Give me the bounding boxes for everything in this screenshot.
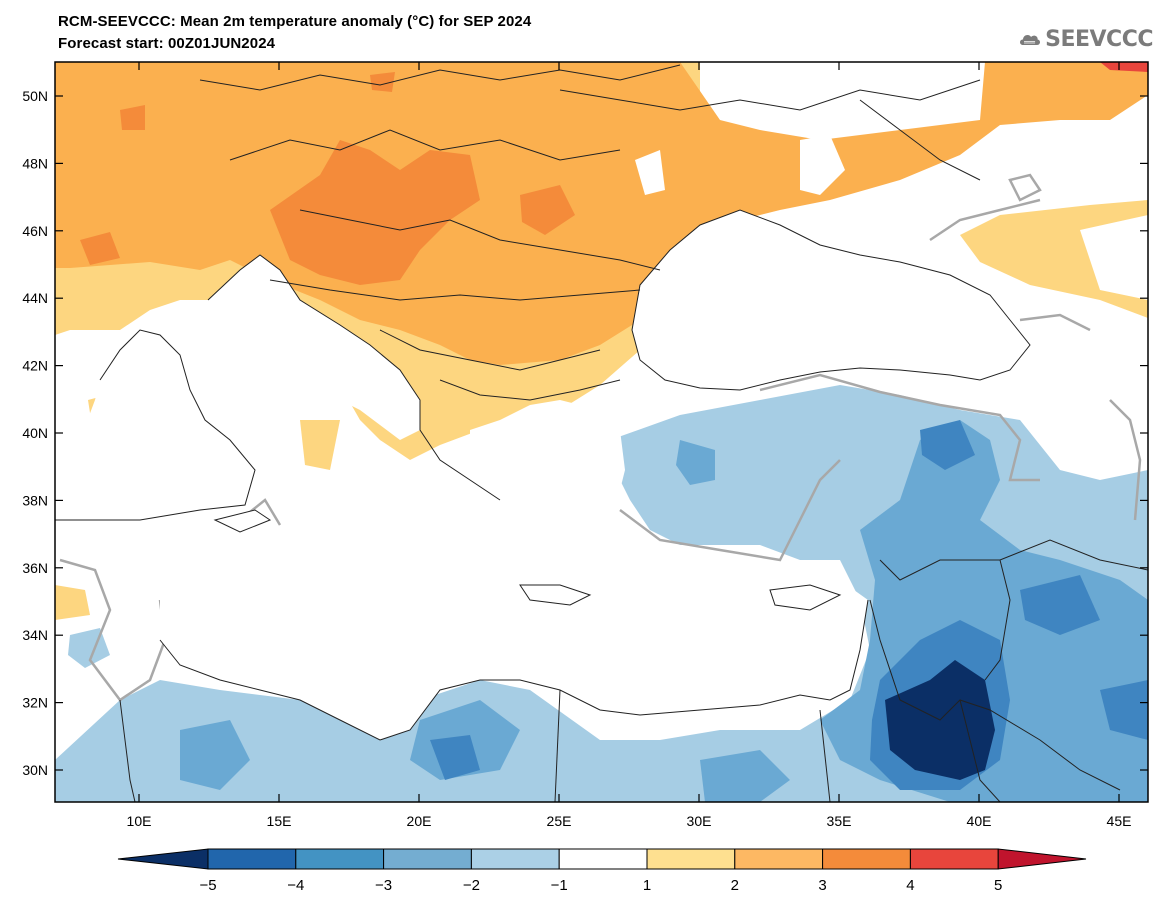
anomaly-field <box>55 62 1148 802</box>
lat-tick-label: 42N <box>22 358 48 374</box>
colorbar-label: −2 <box>463 877 480 894</box>
warm-4-5-ne <box>1100 62 1148 72</box>
white-patch-ukraine <box>800 135 845 195</box>
cool-3-4-jordan-east <box>1100 680 1148 740</box>
colorbar-extend-low <box>117 848 209 870</box>
cloud-icon <box>1020 35 1041 46</box>
longitude-axis: 10E 15E 20E 25E 30E 35E 40E 45E <box>127 62 1132 829</box>
colorbar-label: 2 <box>731 877 739 894</box>
adriatic-sea <box>208 255 420 440</box>
colorbar-swatch <box>383 848 472 870</box>
black-sea <box>632 210 1030 390</box>
aegean-sea <box>470 400 630 560</box>
warm-1-2-tunisia <box>55 585 90 620</box>
colorbar-label: 1 <box>643 877 651 894</box>
colorbar-swatch <box>470 848 560 870</box>
colorbar-label: 5 <box>994 877 1002 894</box>
lat-tick-label: 34N <box>22 627 48 643</box>
lon-tick-label: 35E <box>827 813 852 829</box>
lat-tick-label: 36N <box>22 560 48 576</box>
colorbar-swatch <box>909 848 999 870</box>
lon-tick-label: 20E <box>407 813 432 829</box>
sea-of-azov <box>830 200 900 240</box>
lon-tick-label: 25E <box>547 813 572 829</box>
colorbar-swatch <box>734 848 824 870</box>
forecast-start-label: Forecast start: 00Z01JUN2024 <box>58 35 276 52</box>
latitude-axis: 50N 48N 46N 44N 42N 40N 38N 36N 34N 32N 30N <box>22 88 1148 778</box>
cool-3-4-turkey-east <box>920 420 975 470</box>
colorbar-label: −4 <box>287 877 304 894</box>
colorbar-swatch <box>822 848 911 870</box>
colorbar-swatch <box>295 848 385 870</box>
lon-tick-label: 30E <box>687 813 712 829</box>
colorbar-swatch <box>646 848 736 870</box>
seevccc-logo: SEEVCCC <box>1018 20 1153 58</box>
warm-3-4-west <box>80 232 120 265</box>
lon-tick-label: 45E <box>1107 813 1132 829</box>
lat-tick-label: 50N <box>22 88 48 104</box>
logo-text: SEEVCCC <box>1045 26 1153 52</box>
colorbar-label: −5 <box>199 877 216 894</box>
lat-tick-label: 32N <box>22 695 48 711</box>
cool-2-3-anatolia <box>676 440 715 485</box>
warm-3-4-romania <box>520 185 575 235</box>
lat-tick-label: 30N <box>22 762 48 778</box>
cool-3-4-libya-east <box>430 735 480 780</box>
coastlines-and-borders <box>55 64 1148 802</box>
lat-tick-label: 40N <box>22 425 48 441</box>
colorbar: −5 −4 −3 −2 −1 1 2 3 4 5 <box>117 848 1087 894</box>
colorbar-label: 3 <box>818 877 826 894</box>
map-title: RCM-SEEVCCC: Mean 2m temperature anomaly… <box>58 13 532 30</box>
colorbar-label: −1 <box>551 877 568 894</box>
lat-tick-label: 44N <box>22 290 48 306</box>
tyrrhenian-sea <box>130 345 280 500</box>
colorbar-label: −3 <box>375 877 392 894</box>
colorbar-label: 4 <box>906 877 914 894</box>
warm-1-2-italy-south <box>300 420 340 470</box>
cool-1-2-syria-north <box>1060 480 1110 520</box>
mediterranean-sea <box>55 330 868 740</box>
white-patch-moldova <box>635 150 665 195</box>
cool-2-3-egypt <box>700 750 790 802</box>
islands <box>213 509 842 611</box>
map-frame <box>54 61 1149 803</box>
lat-tick-label: 38N <box>22 492 48 508</box>
lat-tick-label: 46N <box>22 223 48 239</box>
caspian-strip <box>1080 215 1148 300</box>
lon-tick-label: 10E <box>127 813 152 829</box>
warm-3-4-poland <box>370 72 395 92</box>
colorbar-extend-high <box>997 848 1087 870</box>
warm-3-4-center <box>270 140 480 285</box>
lat-tick-label: 48N <box>22 155 48 171</box>
zero-contours <box>59 173 1142 702</box>
colorbar-swatch <box>207 848 297 870</box>
warm-3-4-north <box>120 105 145 130</box>
lon-tick-label: 15E <box>267 813 292 829</box>
cool-3-4-iraq <box>1020 575 1100 635</box>
lon-tick-label: 40E <box>967 813 992 829</box>
colorbar-swatch <box>558 848 648 870</box>
cool-2-3-libya-west <box>180 720 250 790</box>
